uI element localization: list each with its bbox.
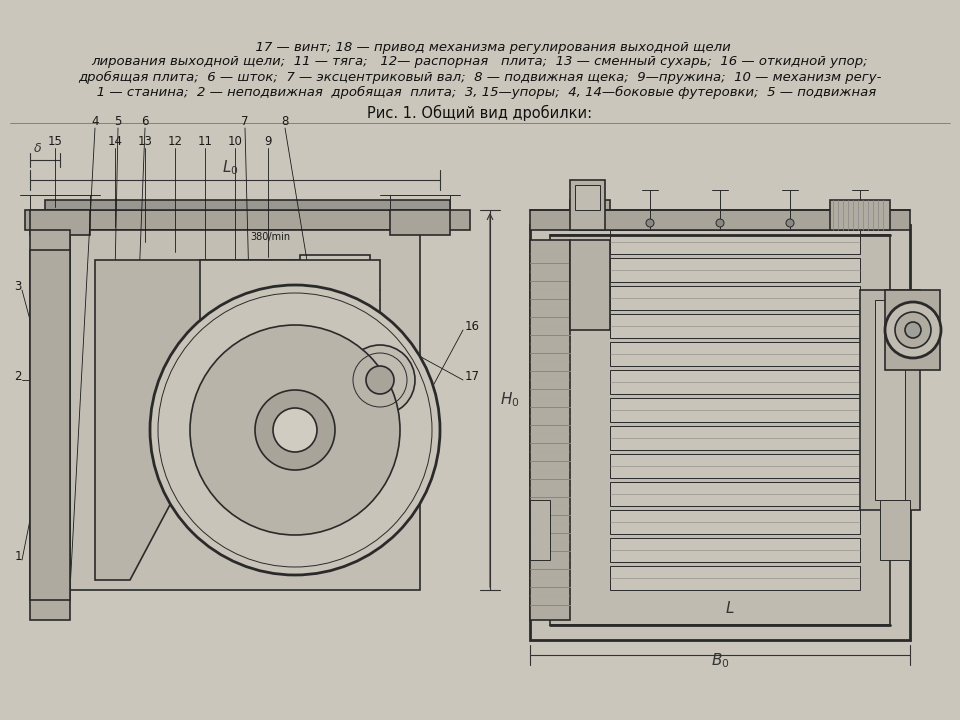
Text: 11: 11 — [198, 135, 212, 148]
Bar — [610, 454, 860, 478]
Text: 18: 18 — [920, 360, 935, 373]
Circle shape — [43, 383, 57, 397]
Text: 12: 12 — [167, 135, 182, 148]
Text: 17: 17 — [465, 370, 480, 383]
Bar — [880, 500, 910, 560]
Text: $L_0$: $L_0$ — [222, 158, 238, 176]
Circle shape — [43, 323, 57, 337]
Circle shape — [190, 325, 400, 535]
Bar — [610, 258, 860, 282]
Bar — [570, 240, 610, 330]
Circle shape — [43, 503, 57, 517]
Circle shape — [885, 302, 941, 358]
Bar — [220, 272, 300, 307]
Text: 1: 1 — [14, 550, 22, 563]
Circle shape — [47, 507, 53, 513]
Bar — [570, 200, 610, 230]
Bar — [550, 235, 890, 625]
Circle shape — [366, 366, 394, 394]
Circle shape — [273, 408, 317, 452]
Text: лирования выходной щели;  11 — тяга;   12— распорная   плита;  13 — сменный суха: лирования выходной щели; 11 — тяга; 12— … — [92, 55, 868, 68]
Bar — [610, 342, 860, 366]
Polygon shape — [30, 250, 70, 600]
Text: 8: 8 — [281, 115, 289, 128]
Text: 10: 10 — [228, 135, 243, 148]
Circle shape — [905, 322, 921, 338]
Text: 2: 2 — [14, 370, 22, 383]
Text: 14: 14 — [108, 135, 123, 148]
Bar — [830, 200, 890, 230]
Circle shape — [716, 219, 724, 227]
Text: 4: 4 — [91, 115, 99, 128]
Bar — [610, 370, 860, 394]
Circle shape — [47, 387, 53, 393]
Bar — [530, 225, 910, 640]
Bar — [610, 538, 860, 562]
Polygon shape — [200, 260, 380, 330]
Circle shape — [43, 273, 57, 287]
Circle shape — [47, 327, 53, 333]
Text: 1 — станина;  2 — неподвижная  дробящая  плита;  3, 15—упоры;  4, 14—боковые фут: 1 — станина; 2 — неподвижная дробящая пл… — [84, 86, 876, 99]
Polygon shape — [45, 200, 450, 210]
Bar — [875, 300, 905, 500]
Bar — [30, 210, 90, 235]
Circle shape — [786, 219, 794, 227]
Text: $L$: $L$ — [725, 600, 734, 616]
Bar — [610, 398, 860, 422]
Bar — [885, 290, 940, 370]
Text: 17 — винт; 18 — привод механизма регулирования выходной щели: 17 — винт; 18 — привод механизма регулир… — [229, 40, 731, 53]
Circle shape — [345, 345, 415, 415]
Bar — [610, 286, 860, 310]
Text: 9: 9 — [264, 135, 272, 148]
Text: 15: 15 — [48, 135, 62, 148]
Circle shape — [576, 219, 584, 227]
Polygon shape — [95, 260, 300, 580]
Bar — [530, 210, 910, 230]
Polygon shape — [70, 230, 420, 590]
Polygon shape — [95, 230, 200, 380]
Circle shape — [43, 553, 57, 567]
Bar — [610, 314, 860, 338]
Bar — [610, 482, 860, 506]
Bar — [575, 185, 600, 210]
Circle shape — [323, 268, 347, 292]
Text: 3: 3 — [14, 280, 22, 293]
Bar — [610, 510, 860, 534]
Circle shape — [43, 443, 57, 457]
Circle shape — [895, 312, 931, 348]
Text: 16: 16 — [465, 320, 480, 333]
Circle shape — [47, 447, 53, 453]
Circle shape — [47, 557, 53, 563]
Polygon shape — [530, 240, 570, 620]
Text: 6: 6 — [141, 115, 149, 128]
Bar — [860, 290, 920, 510]
Bar — [300, 255, 370, 305]
Text: $\delta$: $\delta$ — [34, 142, 42, 155]
Text: 7: 7 — [241, 115, 249, 128]
Circle shape — [150, 285, 440, 575]
Bar — [530, 500, 550, 560]
Text: Рис. 1. Общий вид дробилки:: Рис. 1. Общий вид дробилки: — [368, 105, 592, 121]
Circle shape — [47, 277, 53, 283]
Polygon shape — [70, 230, 95, 540]
Circle shape — [856, 219, 864, 227]
Text: $B_0$: $B_0$ — [710, 651, 730, 670]
Bar — [610, 426, 860, 450]
Bar — [610, 230, 860, 254]
Text: $H_0$: $H_0$ — [500, 391, 519, 410]
Circle shape — [646, 219, 654, 227]
Bar — [610, 566, 860, 590]
Text: дробящая плита;  6 — шток;  7 — эксцентриковый вал;  8 — подвижная щека;  9—пруж: дробящая плита; 6 — шток; 7 — эксцентрик… — [79, 71, 881, 84]
Text: 13: 13 — [137, 135, 153, 148]
Polygon shape — [30, 230, 70, 620]
Text: 5: 5 — [114, 115, 122, 128]
Text: 380/min: 380/min — [250, 232, 290, 242]
Polygon shape — [25, 210, 470, 230]
Circle shape — [255, 390, 335, 470]
Bar — [570, 180, 605, 230]
Bar — [390, 210, 450, 235]
